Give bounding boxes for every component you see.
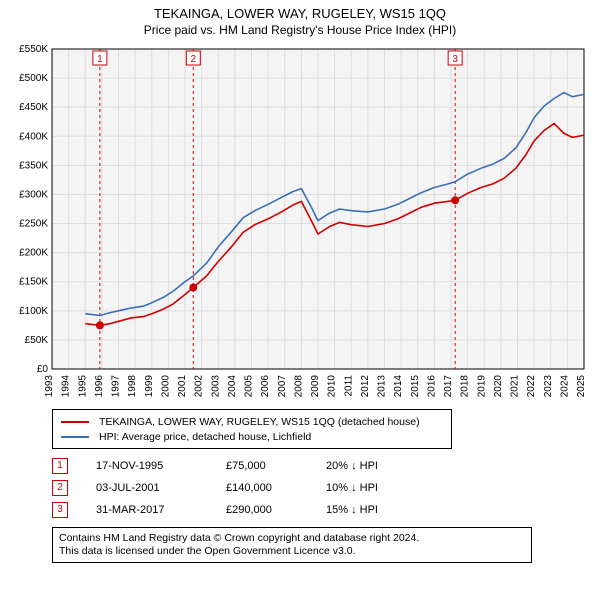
svg-text:2007: 2007 <box>277 375 288 398</box>
svg-text:2014: 2014 <box>393 375 404 398</box>
svg-text:£300K: £300K <box>19 189 48 200</box>
annotation-price: £75,000 <box>226 460 326 472</box>
annotation-marker: 2 <box>52 480 68 496</box>
page-subtitle: Price paid vs. HM Land Registry's House … <box>8 23 592 37</box>
svg-text:1998: 1998 <box>127 375 138 398</box>
svg-text:2013: 2013 <box>377 375 388 398</box>
annotation-row: 2 03-JUL-2001 £140,000 10% ↓ HPI <box>52 477 592 499</box>
svg-text:£550K: £550K <box>19 44 48 55</box>
annotation-price: £140,000 <box>226 482 326 494</box>
annotation-row: 1 17-NOV-1995 £75,000 20% ↓ HPI <box>52 455 592 477</box>
svg-text:2009: 2009 <box>310 375 321 398</box>
svg-text:2024: 2024 <box>559 375 570 398</box>
annotation-date: 31-MAR-2017 <box>96 504 226 516</box>
annotation-table: 1 17-NOV-1995 £75,000 20% ↓ HPI 2 03-JUL… <box>52 455 592 521</box>
svg-text:2003: 2003 <box>210 375 221 398</box>
svg-text:2023: 2023 <box>543 375 554 398</box>
svg-text:2: 2 <box>191 54 197 65</box>
root: TEKAINGA, LOWER WAY, RUGELEY, WS15 1QQ P… <box>0 0 600 571</box>
annotation-delta: 15% ↓ HPI <box>326 504 436 516</box>
svg-text:2019: 2019 <box>476 375 487 398</box>
legend-item: HPI: Average price, detached house, Lich… <box>61 429 443 444</box>
annotation-date: 03-JUL-2001 <box>96 482 226 494</box>
svg-text:£150K: £150K <box>19 277 48 288</box>
annotation-price: £290,000 <box>226 504 326 516</box>
svg-text:3: 3 <box>452 54 458 65</box>
svg-text:£450K: £450K <box>19 102 48 113</box>
svg-text:1: 1 <box>97 54 103 65</box>
chart-area: £0 £50K £100K £150K £200K £250K £300K £350K £400… <box>8 43 592 403</box>
svg-text:£100K: £100K <box>19 306 48 317</box>
svg-text:2010: 2010 <box>327 375 338 398</box>
license-line: Contains HM Land Registry data © Crown c… <box>59 532 525 545</box>
page-title: TEKAINGA, LOWER WAY, RUGELEY, WS15 1QQ <box>8 6 592 21</box>
annotation-delta: 20% ↓ HPI <box>326 460 436 472</box>
svg-text:2018: 2018 <box>460 375 471 398</box>
annotation-marker: 1 <box>52 458 68 474</box>
license-line: This data is licensed under the Open Gov… <box>59 545 525 558</box>
svg-text:2000: 2000 <box>160 375 171 398</box>
legend-swatch <box>61 436 89 438</box>
svg-text:2002: 2002 <box>194 375 205 398</box>
svg-text:2022: 2022 <box>526 375 537 398</box>
legend-swatch <box>61 421 89 423</box>
annotation-marker: 3 <box>52 502 68 518</box>
svg-text:2025: 2025 <box>576 375 587 398</box>
legend-label: HPI: Average price, detached house, Lich… <box>99 431 311 443</box>
svg-text:1997: 1997 <box>111 375 122 398</box>
svg-text:2006: 2006 <box>260 375 271 398</box>
annotation-date: 17-NOV-1995 <box>96 460 226 472</box>
svg-text:2004: 2004 <box>227 375 238 398</box>
svg-text:2015: 2015 <box>410 375 421 398</box>
svg-text:1994: 1994 <box>61 375 72 398</box>
svg-text:2016: 2016 <box>426 375 437 398</box>
svg-text:2020: 2020 <box>493 375 504 398</box>
svg-text:2001: 2001 <box>177 375 188 398</box>
legend-label: TEKAINGA, LOWER WAY, RUGELEY, WS15 1QQ (… <box>99 416 420 428</box>
legend-item: TEKAINGA, LOWER WAY, RUGELEY, WS15 1QQ (… <box>61 414 443 429</box>
svg-text:£200K: £200K <box>19 248 48 259</box>
svg-text:£0: £0 <box>37 364 49 375</box>
svg-text:2021: 2021 <box>510 375 521 398</box>
svg-text:1993: 1993 <box>44 375 55 398</box>
svg-text:1999: 1999 <box>144 375 155 398</box>
svg-text:2011: 2011 <box>343 375 354 397</box>
svg-text:2005: 2005 <box>244 375 255 398</box>
svg-text:1996: 1996 <box>94 375 105 398</box>
svg-text:2008: 2008 <box>293 375 304 398</box>
svg-text:£250K: £250K <box>19 219 48 230</box>
svg-text:£350K: £350K <box>19 160 48 171</box>
svg-text:£500K: £500K <box>19 73 48 84</box>
legend: TEKAINGA, LOWER WAY, RUGELEY, WS15 1QQ (… <box>52 409 452 449</box>
annotation-row: 3 31-MAR-2017 £290,000 15% ↓ HPI <box>52 499 592 521</box>
svg-text:£50K: £50K <box>25 335 49 346</box>
annotation-delta: 10% ↓ HPI <box>326 482 436 494</box>
svg-text:1995: 1995 <box>77 375 88 398</box>
license-box: Contains HM Land Registry data © Crown c… <box>52 527 532 563</box>
svg-text:£400K: £400K <box>19 131 48 142</box>
svg-text:2017: 2017 <box>443 375 454 398</box>
svg-text:2012: 2012 <box>360 375 371 398</box>
line-chart: £0 £50K £100K £150K £200K £250K £300K £350K £400… <box>8 43 592 403</box>
